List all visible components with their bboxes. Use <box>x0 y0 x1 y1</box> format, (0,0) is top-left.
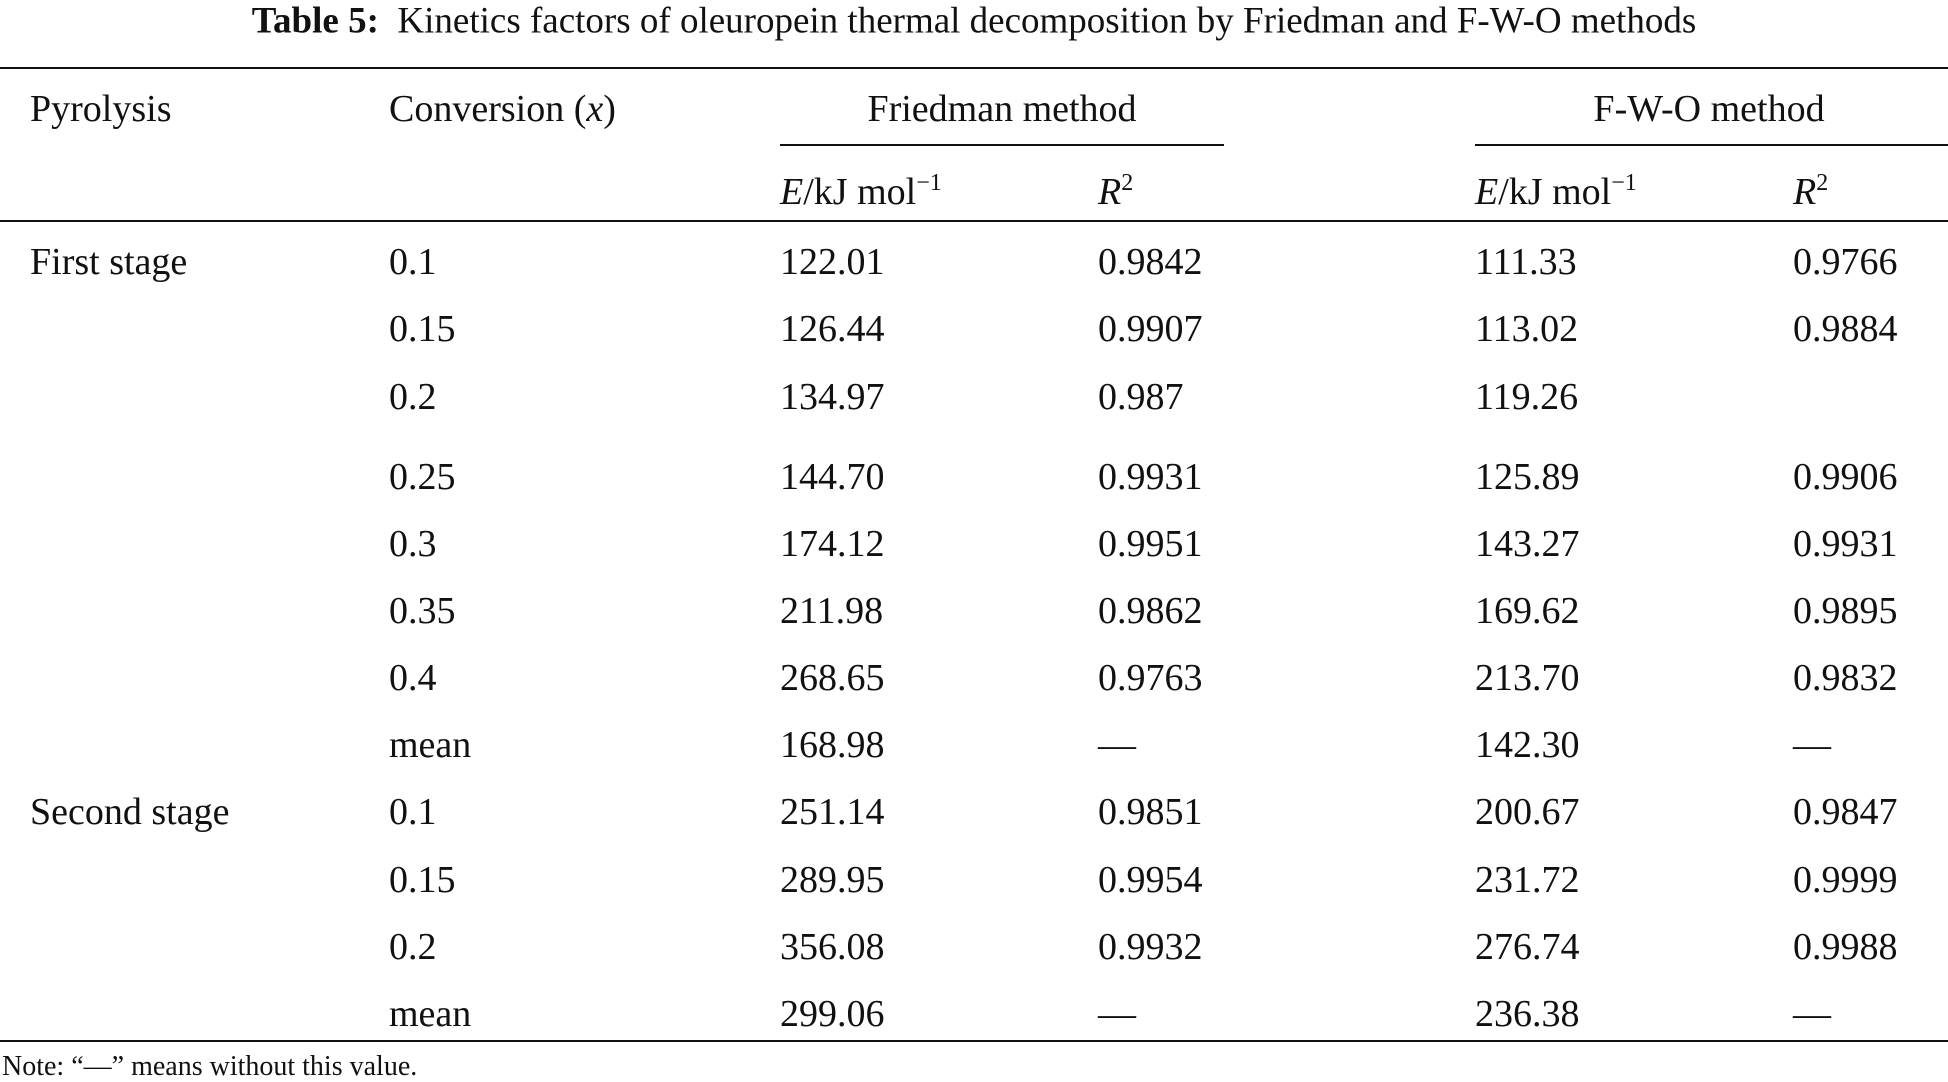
unit: /kJ mol <box>803 171 917 213</box>
friedman-energy-cell: 134.97 <box>780 376 885 418</box>
friedman-r2-cell: 0.9951 <box>1098 523 1203 565</box>
friedman-energy-cell: 144.70 <box>780 456 885 498</box>
friedman-energy-cell: 268.65 <box>780 657 885 699</box>
fwo-r2-cell: — <box>1793 993 1831 1035</box>
friedman-energy-cell: 299.06 <box>780 993 885 1035</box>
conversion-cell: 0.4 <box>389 657 437 699</box>
conversion-cell: 0.35 <box>389 590 456 632</box>
conversion-cell: 0.2 <box>389 926 437 968</box>
fwo-r2-cell: 0.9847 <box>1793 791 1898 833</box>
exponent: −1 <box>1611 170 1637 196</box>
fwo-energy-cell: 236.38 <box>1475 993 1580 1035</box>
header-variable: x <box>586 88 604 130</box>
header-friedman: Friedman method <box>867 88 1137 130</box>
friedman-r2-cell: 0.9862 <box>1098 590 1203 632</box>
friedman-energy-cell: 211.98 <box>780 590 884 632</box>
fwo-energy-cell: 213.70 <box>1475 657 1580 699</box>
friedman-r2-cell: 0.9932 <box>1098 926 1203 968</box>
fwo-r2-cell: 0.9832 <box>1793 657 1898 699</box>
table-note: Note: “—” means without this value. <box>2 1051 418 1082</box>
stage-label: First stage <box>30 241 188 283</box>
caption-text: Kinetics factors of oleuropein thermal d… <box>397 0 1697 42</box>
friedman-r2-cell: — <box>1098 724 1136 766</box>
header-pyrolysis: Pyrolysis <box>30 88 172 130</box>
group-rule <box>780 144 1224 146</box>
friedman-r2-cell: 0.9851 <box>1098 791 1203 833</box>
friedman-r2-cell: 0.9954 <box>1098 859 1203 901</box>
header-fwo: F-W-O method <box>1593 88 1825 130</box>
group-rule <box>1475 144 1948 146</box>
fwo-r2-cell: 0.9895 <box>1793 590 1898 632</box>
friedman-energy-cell: 122.01 <box>780 241 885 283</box>
friedman-energy-cell: 126.44 <box>780 308 885 350</box>
conversion-cell: 0.2 <box>389 376 437 418</box>
friedman-r2-cell: — <box>1098 993 1136 1035</box>
top-rule <box>0 67 1948 69</box>
friedman-r2-cell: 0.9842 <box>1098 241 1203 283</box>
fwo-energy-cell: 200.67 <box>1475 791 1580 833</box>
conversion-cell: 0.1 <box>389 241 437 283</box>
fwo-energy-cell: 231.72 <box>1475 859 1580 901</box>
conversion-cell: 0.1 <box>389 791 437 833</box>
friedman-energy-cell: 251.14 <box>780 791 885 833</box>
header-energy: E/kJ mol−1 <box>780 170 942 213</box>
fwo-energy-cell: 276.74 <box>1475 926 1580 968</box>
friedman-r2-cell: 0.987 <box>1098 376 1184 418</box>
fwo-r2-cell: — <box>1793 724 1831 766</box>
fwo-energy-cell: 142.30 <box>1475 724 1580 766</box>
friedman-energy-cell: 168.98 <box>780 724 885 766</box>
caption-label: Table 5: <box>251 0 379 42</box>
header-conversion: Conversion (x) <box>389 90 616 128</box>
fwo-energy-cell: 111.33 <box>1475 241 1577 283</box>
fwo-r2-cell: 0.9906 <box>1793 456 1898 498</box>
fwo-r2-cell: 0.9766 <box>1793 241 1898 283</box>
exponent: 2 <box>1816 170 1829 196</box>
conversion-cell: 0.15 <box>389 308 456 350</box>
friedman-energy-cell: 356.08 <box>780 926 885 968</box>
symbol: R <box>1098 171 1122 213</box>
fwo-r2-cell: 0.9999 <box>1793 859 1898 901</box>
exponent: −1 <box>916 170 942 196</box>
header-rule <box>0 220 1948 222</box>
fwo-energy-cell: 143.27 <box>1475 523 1580 565</box>
conversion-cell: mean <box>389 993 472 1035</box>
friedman-r2-cell: 0.9931 <box>1098 456 1203 498</box>
friedman-r2-cell: 0.9907 <box>1098 308 1203 350</box>
bottom-rule <box>0 1040 1948 1042</box>
header-text: ) <box>603 88 616 130</box>
header-r2: R2 <box>1098 170 1134 213</box>
conversion-cell: mean <box>389 724 472 766</box>
header-energy: E/kJ mol−1 <box>1475 170 1637 213</box>
friedman-energy-cell: 174.12 <box>780 523 885 565</box>
fwo-energy-cell: 113.02 <box>1475 308 1579 350</box>
fwo-r2-cell: 0.9931 <box>1793 523 1898 565</box>
fwo-energy-cell: 169.62 <box>1475 590 1580 632</box>
fwo-energy-cell: 125.89 <box>1475 456 1580 498</box>
friedman-r2-cell: 0.9763 <box>1098 657 1203 699</box>
symbol: E <box>780 171 804 213</box>
conversion-cell: 0.3 <box>389 523 437 565</box>
table-caption: Table 5: Kinetics factors of oleuropein … <box>252 3 1696 40</box>
conversion-cell: 0.15 <box>389 859 456 901</box>
symbol: R <box>1793 171 1817 213</box>
symbol: E <box>1475 171 1499 213</box>
header-r2: R2 <box>1793 170 1829 213</box>
stage-label: Second stage <box>30 791 230 833</box>
fwo-r2-cell: 0.9988 <box>1793 926 1898 968</box>
header-text: Conversion ( <box>389 88 587 130</box>
unit: /kJ mol <box>1498 171 1612 213</box>
fwo-energy-cell: 119.26 <box>1475 376 1579 418</box>
exponent: 2 <box>1121 170 1134 196</box>
conversion-cell: 0.25 <box>389 456 456 498</box>
friedman-energy-cell: 289.95 <box>780 859 885 901</box>
fwo-r2-cell: 0.9884 <box>1793 308 1898 350</box>
